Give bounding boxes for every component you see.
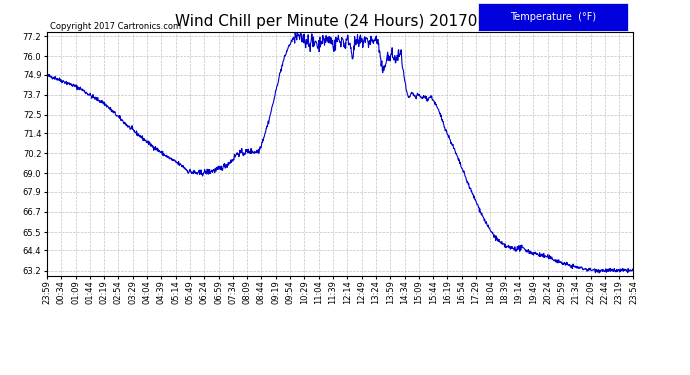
- Text: Copyright 2017 Cartronics.com: Copyright 2017 Cartronics.com: [50, 22, 181, 31]
- Text: Temperature  (°F): Temperature (°F): [510, 12, 596, 22]
- FancyBboxPatch shape: [478, 3, 628, 31]
- Title: Wind Chill per Minute (24 Hours) 20170822: Wind Chill per Minute (24 Hours) 2017082…: [175, 14, 506, 29]
